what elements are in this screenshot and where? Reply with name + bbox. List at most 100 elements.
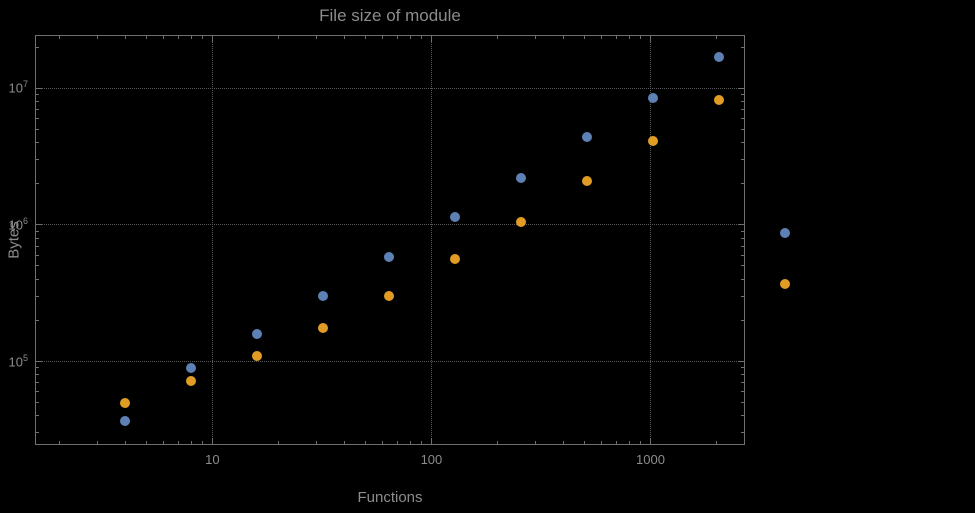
- data-point-series-blue: [581, 131, 592, 142]
- y-tick: [36, 108, 39, 110]
- y-tick: [36, 295, 39, 297]
- data-point-series-blue: [383, 252, 394, 263]
- x-tick: [201, 36, 203, 39]
- y-tick-label-1e6: 106: [8, 215, 28, 233]
- y-tick: [738, 361, 744, 363]
- x-tick: [409, 36, 411, 39]
- x-tick: [535, 441, 537, 444]
- x-tick: [397, 36, 398, 39]
- x-tick: [58, 441, 60, 444]
- y-tick: [741, 367, 744, 369]
- y-tick: [36, 367, 39, 369]
- x-tick: [124, 441, 126, 444]
- x-tick: [190, 441, 192, 444]
- data-point-series-orange: [581, 175, 592, 186]
- y-tick: [36, 402, 39, 404]
- data-point-series-blue: [515, 173, 526, 184]
- data-point-series-blue: [647, 92, 658, 103]
- data-point-series-blue: [252, 328, 263, 339]
- x-tick: [715, 441, 717, 444]
- y-tick: [738, 224, 744, 226]
- gridline-y-1000000: [35, 224, 745, 226]
- x-tick: [163, 36, 165, 39]
- x-tick-label-10: 10: [205, 452, 220, 467]
- x-tick: [97, 36, 99, 39]
- data-point-series-orange: [318, 323, 329, 334]
- x-tick: [58, 36, 60, 39]
- x-tick: [364, 36, 366, 39]
- data-point-series-orange: [252, 350, 263, 361]
- y-tick-label-1e5: 105: [8, 352, 28, 369]
- x-tick: [316, 441, 318, 444]
- x-tick: [163, 441, 165, 444]
- y-tick: [741, 319, 744, 321]
- x-tick-label-1000: 1000: [636, 452, 665, 467]
- chart-title: File size of module: [319, 6, 461, 25]
- y-tick: [738, 87, 744, 89]
- x-tick: [382, 36, 384, 39]
- y-tick: [741, 245, 744, 247]
- y-tick: [741, 237, 744, 239]
- y-tick: [36, 93, 39, 95]
- gridline-x-1000: [650, 35, 651, 445]
- x-tick: [124, 36, 126, 39]
- data-point-series-orange: [120, 397, 131, 408]
- x-tick: [430, 438, 432, 444]
- x-tick: [211, 438, 213, 444]
- data-point-series-blue: [779, 228, 790, 239]
- x-tick: [601, 441, 603, 444]
- y-tick: [36, 142, 39, 144]
- x-tick: [562, 441, 564, 444]
- x-tick: [364, 441, 366, 444]
- y-tick: [36, 100, 39, 102]
- x-tick: [343, 36, 345, 39]
- y-tick: [741, 402, 744, 404]
- data-point-series-orange: [647, 136, 658, 147]
- y-tick: [36, 183, 39, 185]
- x-tick: [190, 36, 192, 39]
- x-tick: [177, 36, 179, 39]
- y-tick: [741, 382, 744, 384]
- y-tick: [36, 265, 39, 267]
- x-tick: [650, 438, 651, 444]
- y-tick: [741, 142, 744, 144]
- x-tick: [496, 441, 498, 444]
- y-tick: [741, 254, 744, 256]
- gridline-x-100: [430, 35, 432, 445]
- data-point-series-orange: [383, 291, 394, 302]
- data-point-series-orange: [779, 278, 790, 289]
- data-point-series-orange: [186, 376, 197, 387]
- y-tick: [741, 265, 744, 267]
- y-tick: [36, 46, 39, 48]
- y-tick: [741, 230, 744, 232]
- x-tick: [616, 441, 618, 444]
- x-tick: [409, 441, 411, 444]
- y-tick: [36, 374, 39, 376]
- y-tick: [741, 100, 744, 102]
- x-tick: [650, 36, 651, 42]
- x-tick: [382, 441, 384, 444]
- y-tick: [741, 93, 744, 95]
- data-point-series-blue: [120, 415, 131, 426]
- y-tick: [741, 118, 744, 119]
- x-tick: [145, 441, 147, 444]
- y-tick: [36, 278, 39, 280]
- x-tick: [584, 441, 586, 444]
- x-tick: [535, 36, 537, 39]
- gridline-y-10000000: [35, 87, 745, 89]
- y-tick: [741, 108, 744, 110]
- y-tick: [36, 391, 39, 393]
- x-tick: [277, 36, 279, 39]
- data-point-series-orange: [449, 254, 460, 265]
- y-tick: [741, 295, 744, 297]
- x-tick: [97, 441, 99, 444]
- y-tick: [36, 224, 42, 226]
- y-tick: [36, 361, 42, 363]
- x-tick: [343, 441, 345, 444]
- x-axis-label: Functions: [357, 489, 423, 506]
- x-tick: [639, 441, 641, 444]
- y-tick: [741, 128, 744, 130]
- data-point-series-blue: [449, 211, 460, 222]
- y-tick: [36, 254, 39, 256]
